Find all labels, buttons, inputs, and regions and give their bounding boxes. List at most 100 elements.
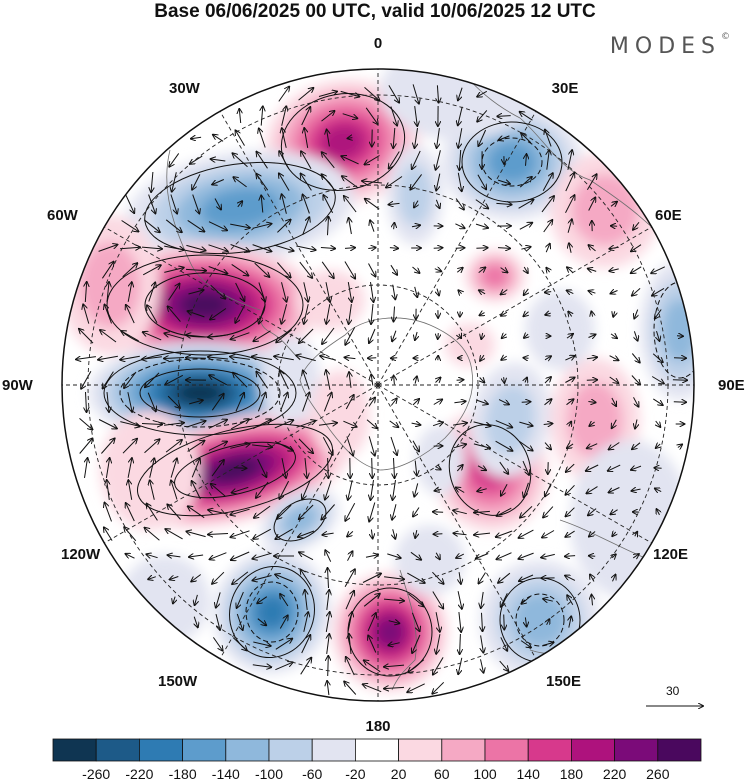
wind-vector	[588, 402, 595, 403]
wind-vector	[79, 439, 93, 454]
wind-vector	[524, 482, 529, 497]
wind-vector	[168, 284, 180, 301]
wind-vector	[121, 331, 139, 342]
wind-vector	[632, 288, 641, 295]
wind-vector	[569, 616, 571, 628]
wind-vector	[252, 357, 272, 360]
wind-vector	[149, 458, 155, 478]
wind-vector	[164, 333, 184, 340]
wind-vector	[610, 202, 617, 207]
wind-vector	[211, 159, 226, 161]
wind-vector	[233, 177, 247, 188]
wind-vector	[170, 194, 177, 214]
wind-vector	[432, 571, 443, 584]
longitude-label-30w: 30W	[169, 80, 200, 97]
wind-vector	[393, 529, 396, 539]
wind-vector	[252, 244, 272, 252]
wind-vector	[411, 225, 420, 227]
wind-vector	[479, 572, 486, 584]
wind-vector	[455, 198, 464, 210]
wind-vector	[230, 357, 250, 360]
wind-vector	[437, 128, 440, 148]
colorbar-swatch	[614, 738, 659, 762]
wind-vector	[368, 248, 375, 249]
wind-vector	[98, 419, 117, 429]
wind-vector	[76, 357, 96, 360]
colorbar-tick-label: 220	[602, 766, 627, 782]
wind-vector	[321, 504, 335, 520]
colorbar-tick-label: 180	[559, 766, 584, 782]
wind-vector	[144, 439, 160, 454]
wind-vector	[565, 556, 576, 557]
colorbar-swatch	[441, 738, 486, 762]
wind-vector	[239, 109, 240, 124]
wind-vector	[301, 635, 311, 654]
wind-vector	[413, 507, 420, 517]
wind-vector	[525, 378, 527, 383]
wind-vector	[299, 328, 314, 343]
anomaly-shade	[415, 425, 465, 495]
wind-vector	[433, 657, 444, 674]
wind-vector	[633, 221, 640, 229]
wind-vector	[214, 198, 221, 210]
wind-vector	[126, 305, 135, 324]
wind-vector	[565, 356, 574, 360]
wind-vector	[257, 152, 268, 169]
wind-vector	[212, 179, 224, 185]
wind-vector	[279, 616, 287, 629]
wind-vector	[282, 128, 287, 148]
wind-vector	[545, 313, 550, 315]
wind-vector	[432, 681, 445, 693]
wind-vector	[475, 224, 488, 228]
wind-vector	[371, 529, 372, 539]
wind-vector	[303, 195, 310, 214]
wind-vector	[388, 85, 399, 102]
wind-vector	[230, 419, 249, 430]
wind-vector	[542, 173, 553, 192]
wind-vector	[547, 150, 549, 170]
wind-vector	[458, 106, 463, 126]
wind-vector	[588, 508, 597, 516]
wind-vector	[210, 552, 227, 560]
wind-vector	[394, 376, 395, 385]
wind-vector	[231, 551, 250, 560]
wind-vector	[496, 203, 511, 204]
wind-vector	[524, 288, 529, 295]
wind-vector	[298, 530, 315, 537]
wind-vector	[632, 489, 641, 491]
wind-vector	[281, 458, 286, 478]
wind-vector	[390, 106, 397, 126]
wind-vector	[500, 637, 507, 650]
wind-vector	[164, 268, 183, 273]
colorbar-tick-label: 100	[473, 766, 497, 782]
wind-vector	[384, 577, 404, 579]
wind-vector	[459, 334, 461, 338]
wind-vector	[477, 466, 486, 470]
wind-vector	[210, 308, 227, 320]
wind-vector	[142, 265, 161, 276]
wind-vector	[145, 372, 160, 387]
wind-vector	[656, 420, 661, 427]
wind-vector	[436, 150, 441, 169]
wind-vector	[519, 529, 534, 538]
wind-vector	[456, 554, 465, 558]
wind-vector	[547, 619, 550, 626]
wind-vector	[635, 419, 637, 429]
wind-vector	[388, 643, 400, 646]
colorbar-swatch	[268, 738, 313, 762]
wind-vector	[651, 376, 664, 384]
wind-vector	[519, 421, 532, 426]
anomaly-shade	[320, 124, 366, 160]
wind-vector	[347, 531, 354, 536]
wind-vector	[390, 436, 397, 455]
wind-vector	[347, 612, 352, 632]
contour-line	[139, 368, 261, 418]
wind-vector	[456, 380, 464, 381]
wind-vector	[328, 656, 329, 677]
anomaly-shade	[380, 69, 540, 140]
meridian-line	[219, 111, 379, 386]
wind-vector	[147, 504, 158, 521]
wind-vector	[586, 357, 597, 359]
wind-vector	[453, 444, 466, 448]
wind-vector	[524, 358, 529, 359]
